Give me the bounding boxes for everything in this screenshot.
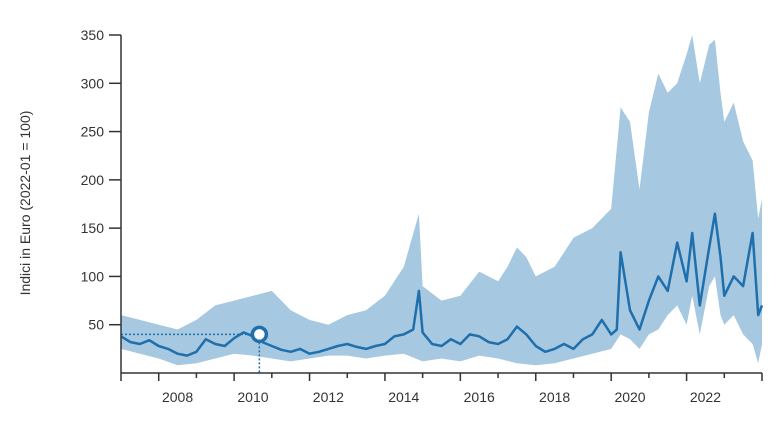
y-tick-label: 250	[81, 124, 105, 140]
uncertainty-band-area	[121, 35, 762, 366]
x-tick-label: 2022	[690, 389, 721, 405]
median-series-line	[120, 212, 764, 357]
highlight-marker-layer	[250, 325, 269, 344]
y-tick-label: 350	[81, 27, 105, 43]
y-tick-label: 100	[81, 268, 105, 284]
x-tick-label: 2008	[162, 389, 193, 405]
axes-layer: 50 100 150 200 250 300 350 2008 2010 2012 2014 2016…	[81, 27, 763, 405]
highlight-point-marker	[250, 325, 269, 344]
y-tick-label: 150	[81, 220, 105, 236]
median-line-layer	[120, 212, 764, 357]
x-tick-label: 2016	[464, 389, 495, 405]
uncertainty-band-layer	[121, 35, 762, 366]
y-axis-title: Indici in Euro (2022-01 = 100)	[17, 111, 33, 296]
y-tick-label: 300	[81, 75, 105, 91]
x-tick-label: 2014	[388, 389, 419, 405]
y-tick-label: 200	[81, 172, 105, 188]
y-tick-label: 50	[88, 317, 104, 333]
highlight-guides-layer	[121, 333, 261, 373]
x-tick-label: 2020	[614, 389, 645, 405]
x-tick-label: 2012	[313, 389, 344, 405]
x-tick-label: 2018	[539, 389, 570, 405]
x-tick-label: 2010	[237, 389, 268, 405]
